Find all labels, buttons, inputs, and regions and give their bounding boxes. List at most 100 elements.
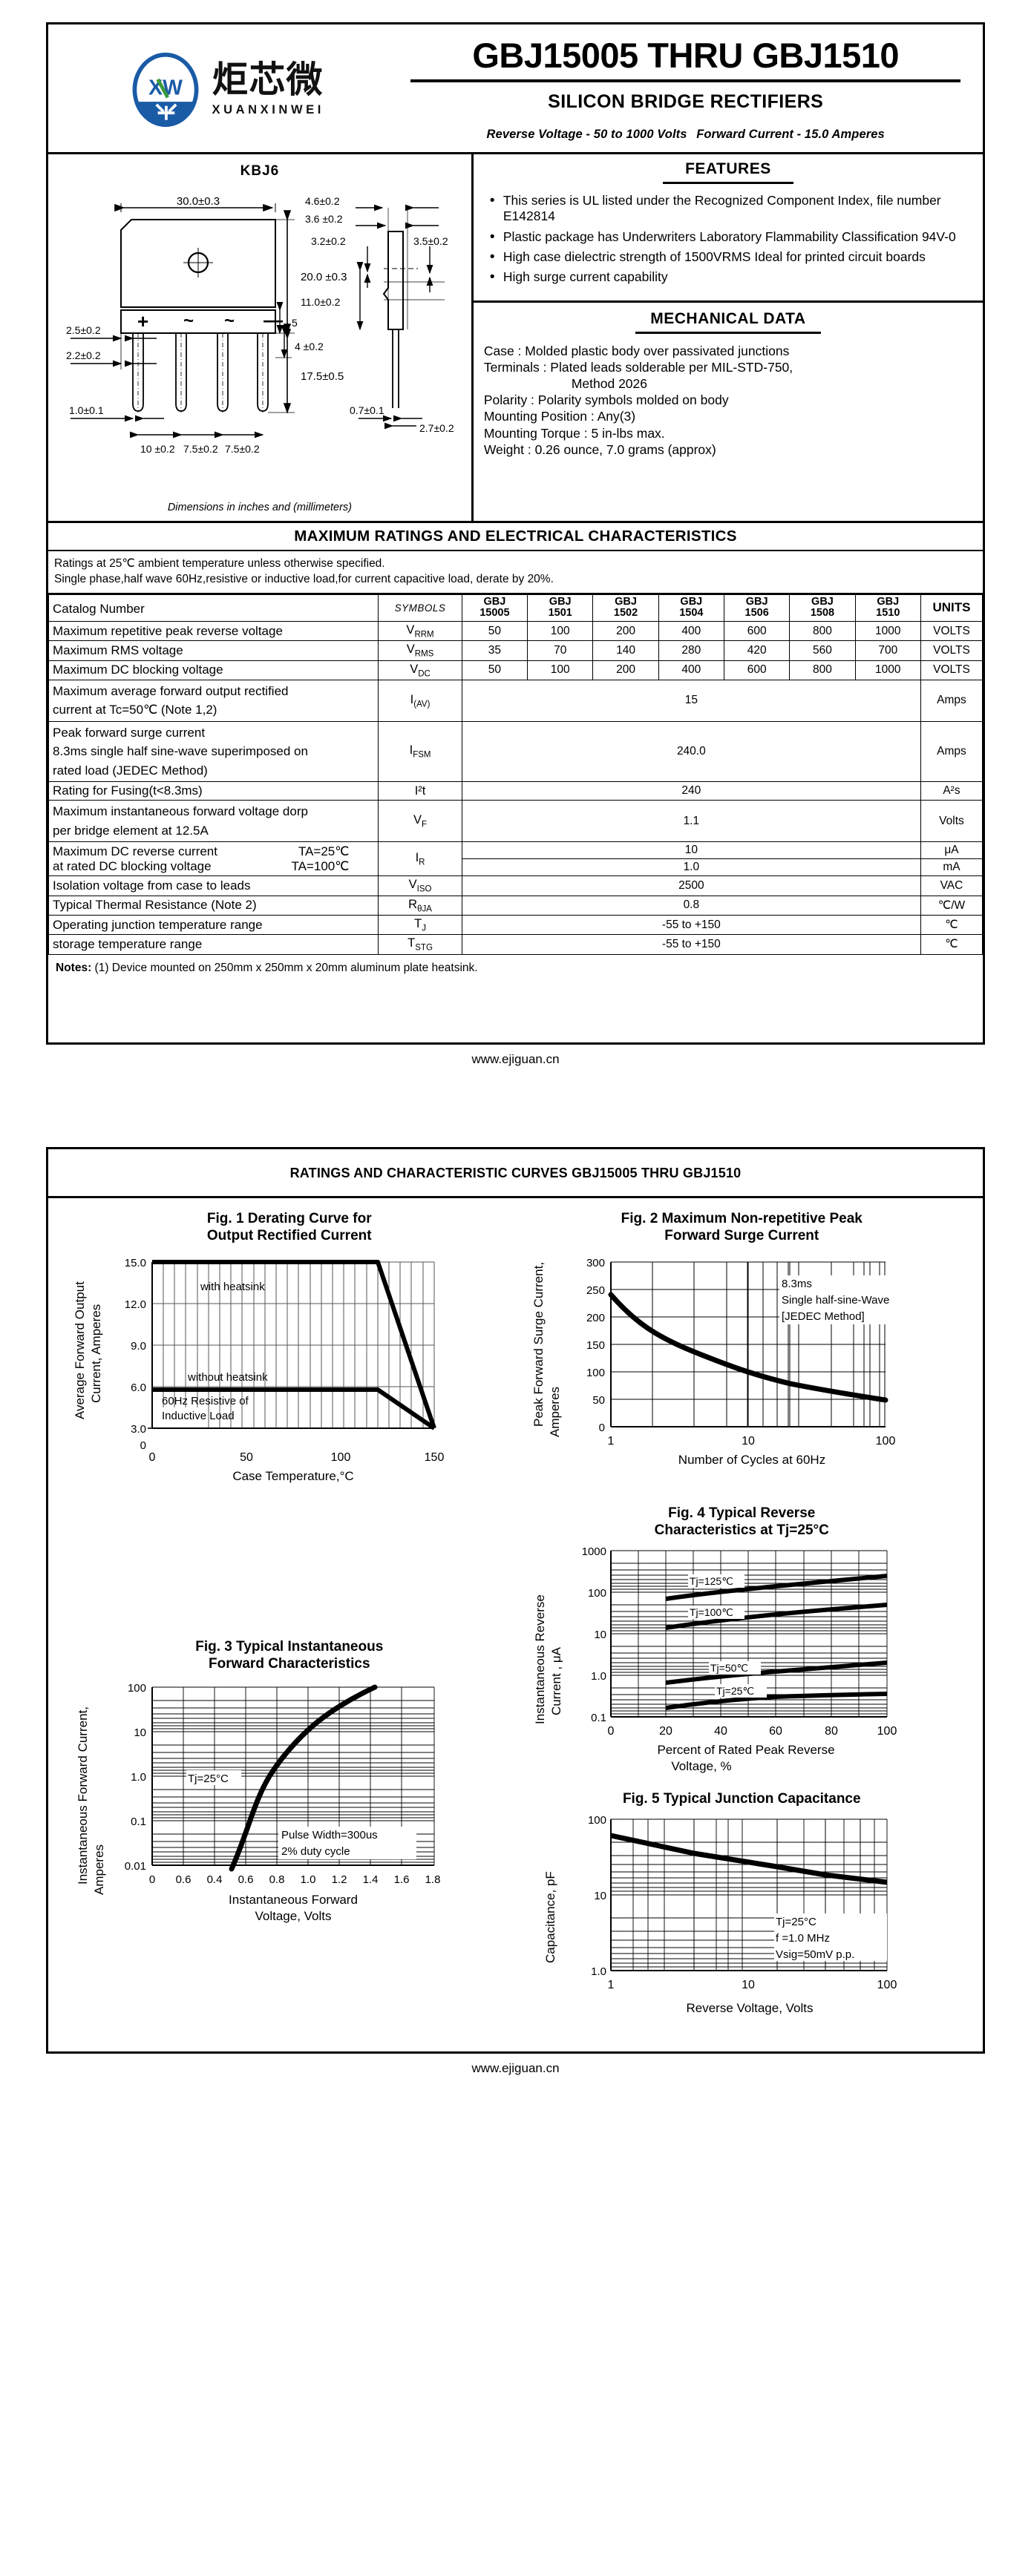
- cell-value: 240: [461, 781, 921, 801]
- row-label: Operating junction temperature range: [48, 914, 379, 936]
- annotation: without heatsink: [187, 1371, 268, 1384]
- y-tick: 10: [594, 1629, 606, 1641]
- mechanical-list: Case : Molded plastic body over passivat…: [484, 343, 972, 459]
- row-units: μA: [920, 841, 983, 860]
- annotation: Tj=100℃: [690, 1606, 733, 1618]
- specifications-table: Catalog Number SYMBOLS GBJ 15005 GBJ 1501 …: [48, 594, 983, 955]
- y-tick: 100: [586, 1367, 604, 1379]
- part-title: GBJ15005 THRU GBJ1510: [472, 36, 900, 75]
- x-axis-label: Percent of Rated Peak Reverse: [657, 1743, 834, 1757]
- cell-value: 70: [527, 640, 594, 661]
- y-axis-label-2: Amperes: [548, 1387, 562, 1437]
- row-label: Maximum DC reverse current TA=25℃ at rate…: [48, 841, 379, 877]
- annotation: Inductive Load: [162, 1410, 235, 1422]
- th-part-1: GBJ 1501: [527, 594, 594, 622]
- cell-value: 800: [789, 660, 856, 680]
- cell-value: 10: [461, 841, 921, 860]
- figure-4-title: Fig. 4 Typical Reverse Characteristics a…: [654, 1505, 829, 1539]
- th-symbols: SYMBOLS: [378, 594, 462, 622]
- y-tick: 200: [586, 1312, 604, 1324]
- row-units: Amps: [920, 720, 983, 783]
- y-axis-label: Instantaneous Reverse: [533, 1594, 547, 1724]
- cell-value: 800: [789, 620, 856, 642]
- dim-t5: 11.0±0.2: [301, 296, 341, 308]
- y-tick: 1.0: [591, 1965, 606, 1978]
- annotation: [JEDEC Method]: [782, 1310, 865, 1323]
- brand-name-cn: 炬芯微: [212, 59, 324, 102]
- features-rule: [662, 181, 793, 184]
- annotation: 2% duty cycle: [281, 1845, 350, 1858]
- mech-mounting-position: Mounting Position : Any(3): [483, 409, 636, 424]
- cell-value: 1.1: [461, 800, 921, 843]
- row-units: ℃/W: [920, 895, 983, 916]
- figure-4-plot: 1000 100 10 1.0 0.1 0 20 40 60 80 100: [533, 1545, 897, 1773]
- mechanical-heading: MECHANICAL DATA: [650, 309, 806, 327]
- y-tick: 6.0: [131, 1381, 146, 1394]
- series-ifsm: [608, 1292, 888, 1403]
- package-outline-drawing: + ~ ~ — 30.0±0.3 20.0 ±0.3 5 4 ±0.2 17.5…: [66, 195, 454, 455]
- y-axis-label: Average Forward Output: [73, 1281, 87, 1419]
- row-units: VOLTS: [920, 640, 983, 661]
- th-units: UNITS: [920, 594, 983, 622]
- list-item: High surge current capability: [488, 269, 972, 286]
- features-box: FEATURES This series is UL listed under …: [473, 154, 983, 303]
- y-tick: 150: [586, 1339, 604, 1352]
- annotation: Pulse Width=300us: [281, 1829, 378, 1841]
- series-cj: [609, 1833, 887, 1885]
- annotation: 60Hz Resistive of: [162, 1395, 249, 1407]
- notes-text: (1) Device mounted on 250mm x 250mm x 20…: [94, 961, 478, 974]
- x-tick: 100: [331, 1451, 351, 1464]
- row-label: Maximum repetitive peak reverse voltage: [48, 620, 379, 642]
- x-tick: 60: [769, 1725, 782, 1738]
- row-units: A²s: [920, 781, 983, 801]
- dim-t7: 2.7±0.2: [419, 422, 454, 434]
- figure-2: Fig. 2 Maximum Non-repetitive Peak Forwa…: [516, 1210, 969, 1500]
- pin-symbol-ac1: ~: [183, 311, 194, 331]
- y-tick: 10: [134, 1726, 146, 1739]
- th-part-3: GBJ 1504: [658, 594, 725, 622]
- x-axis-label: Reverse Voltage, Volts: [686, 2001, 813, 2015]
- table-row: Peak forward surge current 8.3ms single …: [48, 720, 983, 783]
- row-units: Amps: [920, 679, 983, 722]
- curves-page-title: RATINGS AND CHARACTERISTIC CURVES GBJ150…: [48, 1149, 983, 1198]
- table-row: storage temperature range TSTG -55 to +1…: [48, 934, 983, 955]
- list-item: This series is UL listed under the Recog…: [488, 192, 972, 225]
- row-symbol: I(AV): [378, 679, 462, 722]
- x-tick: 0: [607, 1725, 614, 1738]
- ratings-note-2: Single phase,half wave 60Hz,resistive or…: [54, 573, 554, 586]
- table-row: Maximum repetitive peak reverse voltage …: [48, 620, 983, 642]
- series-tj-100: [665, 1603, 887, 1631]
- figure-3-plot: 100 10 1.0 0.1 0.01 0 0.6 0.4 0.6 0.8 1.…: [76, 1682, 440, 1923]
- series-with-heatsink: [152, 1259, 436, 1429]
- dim-edge1: 2.5±0.2: [66, 324, 101, 336]
- row-units: ℃: [920, 934, 983, 955]
- row-symbol: VF: [378, 800, 462, 843]
- annotation: with heatsink: [200, 1281, 265, 1293]
- cell-value: 420: [723, 640, 791, 661]
- row-symbol: TSTG: [378, 934, 462, 955]
- cell-value: 140: [592, 640, 659, 661]
- y-tick: 100: [128, 1682, 146, 1695]
- x-tick: 50: [240, 1451, 253, 1464]
- y-tick: 0: [598, 1422, 604, 1434]
- y-tick: 10: [594, 1890, 606, 1902]
- table-row: Isolation voltage from case to leads VIS…: [48, 875, 983, 896]
- row-label: Rating for Fusing(t<8.3ms): [48, 781, 379, 801]
- row-units: VAC: [920, 875, 983, 896]
- features-list: This series is UL listed under the Recog…: [484, 192, 972, 286]
- table-row: Typical Thermal Resistance (Note 2) RθJA…: [48, 895, 983, 916]
- y-tick: 0.1: [591, 1712, 606, 1724]
- x-tick: 0: [149, 1873, 155, 1886]
- dim-notch: 4 ±0.2: [295, 341, 324, 352]
- y-axis-label-2: Current, Amperes: [89, 1304, 103, 1403]
- page-2: RATINGS AND CHARACTERISTIC CURVES GBJ150…: [0, 1103, 1031, 2077]
- cell-value: 1000: [854, 620, 921, 642]
- figure-1-plot: 15.0 12.0 9.0 6.0 3.0 3.0 0 0 50 100 150…: [73, 1257, 444, 1483]
- cell-value: 35: [461, 640, 528, 661]
- product-type: SILICON BRIDGE RECTIFIERS: [548, 91, 824, 112]
- x-tick: 20: [659, 1725, 672, 1738]
- y-axis-label: Capacitance, pF: [543, 1872, 557, 1964]
- y-tick: 9.0: [131, 1340, 146, 1353]
- page-1: XW 炬芯微 XUANXINWEI GBJ15005 THRU GBJ1510: [0, 0, 1031, 1067]
- row-label: Typical Thermal Resistance (Note 2): [48, 895, 379, 916]
